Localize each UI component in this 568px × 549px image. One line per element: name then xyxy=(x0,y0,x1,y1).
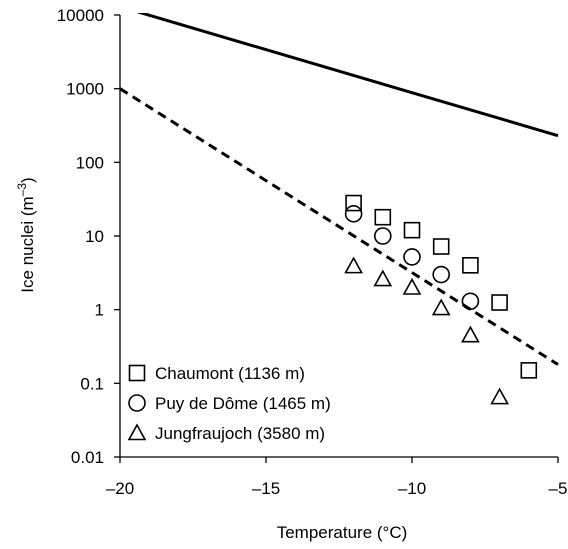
triangle-point xyxy=(402,277,422,295)
y-axis-title-superscript: –3 xyxy=(15,183,29,197)
x-tick-label: –10 xyxy=(398,479,426,498)
legend-label: Puy de Dôme (1465 m) xyxy=(155,394,331,413)
square-point xyxy=(374,208,392,226)
legend: Chaumont (1136 m) Puy de Dôme (1465 m) Jun… xyxy=(127,364,331,443)
y-tick-label: 1000 xyxy=(66,80,104,99)
y-tick-label: 10 xyxy=(85,227,104,246)
circle-point xyxy=(461,292,480,311)
y-axis-title-close: ) xyxy=(18,177,37,183)
y-axis-title: Ice nuclei (m–3) xyxy=(15,177,37,292)
y-tick-label: 0.01 xyxy=(71,448,104,467)
y-tick-label: 10000 xyxy=(57,6,104,25)
square-point xyxy=(462,257,479,274)
x-tick-label: –15 xyxy=(252,479,280,498)
fit-lines xyxy=(120,13,559,366)
y-tick-label: 1 xyxy=(95,301,104,320)
legend-label: Chaumont (1136 m) xyxy=(155,364,305,383)
legend-triangle-marker xyxy=(127,423,147,441)
x-axis-title: Temperature (°C) xyxy=(277,523,408,542)
triangle-point xyxy=(431,298,451,316)
x-tick-label: –20 xyxy=(106,479,134,498)
axes: 0.01 0.1 1 10 100 1000 10000 –20 –15 –10 –5 xyxy=(57,6,568,498)
square-point xyxy=(345,194,362,212)
y-tick-label: 100 xyxy=(76,153,104,172)
y-axis-title-main: Ice nuclei (m xyxy=(18,196,37,292)
x-tick-label: –5 xyxy=(549,479,568,498)
square-point xyxy=(432,238,450,255)
solid-fit-line xyxy=(136,13,559,138)
triangle-point xyxy=(344,256,363,274)
legend-label: Jungfraujoch (3580 m) xyxy=(155,424,325,443)
circle-point xyxy=(373,227,392,245)
legend-circle-marker xyxy=(128,394,146,412)
circle-point xyxy=(432,265,451,284)
data-markers xyxy=(344,194,538,405)
triangle-point xyxy=(373,269,393,287)
dashed-fit-line xyxy=(120,87,559,366)
triangle-point xyxy=(490,387,509,405)
circle-point xyxy=(403,248,421,266)
triangle-point xyxy=(461,325,480,343)
square-point xyxy=(403,221,421,239)
square-point xyxy=(520,362,538,379)
legend-square-marker xyxy=(128,364,146,382)
square-point xyxy=(491,294,508,311)
circle-point xyxy=(344,205,363,223)
y-tick-label: 0.1 xyxy=(80,374,104,393)
